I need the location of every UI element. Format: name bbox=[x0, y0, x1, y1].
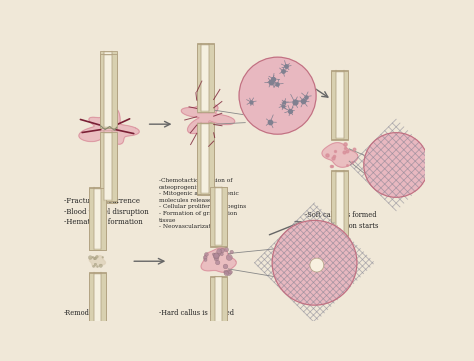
Circle shape bbox=[226, 255, 232, 261]
Bar bbox=[331, 70, 348, 140]
Bar bbox=[100, 55, 117, 128]
Circle shape bbox=[220, 248, 224, 253]
Polygon shape bbox=[181, 104, 235, 134]
Circle shape bbox=[99, 264, 102, 268]
Circle shape bbox=[92, 256, 94, 258]
Bar bbox=[210, 277, 227, 335]
Bar bbox=[210, 187, 227, 246]
Circle shape bbox=[203, 256, 207, 260]
Text: -Hard callus is formed: -Hard callus is formed bbox=[159, 309, 234, 317]
Bar bbox=[94, 274, 101, 334]
Circle shape bbox=[97, 266, 99, 268]
Bar bbox=[104, 55, 112, 127]
Polygon shape bbox=[201, 248, 236, 272]
Bar bbox=[210, 187, 227, 247]
Bar bbox=[215, 277, 222, 334]
Bar bbox=[94, 273, 101, 334]
Circle shape bbox=[92, 265, 95, 268]
Polygon shape bbox=[79, 106, 139, 144]
Bar bbox=[215, 187, 222, 246]
Bar bbox=[201, 123, 209, 195]
Circle shape bbox=[94, 257, 97, 260]
Bar bbox=[197, 43, 214, 113]
Circle shape bbox=[214, 253, 219, 258]
Bar bbox=[94, 189, 101, 249]
Bar bbox=[201, 124, 209, 193]
Bar bbox=[89, 188, 106, 250]
Text: -Fracture occurrence
-Blood vessel disruption
-Hematoma formation: -Fracture occurrence -Blood vessel disru… bbox=[64, 197, 148, 226]
Bar bbox=[104, 132, 112, 200]
Bar bbox=[331, 171, 348, 239]
Bar bbox=[197, 44, 214, 112]
Circle shape bbox=[204, 253, 208, 256]
Circle shape bbox=[94, 263, 97, 266]
Bar bbox=[210, 276, 227, 336]
Bar bbox=[100, 51, 117, 128]
Bar bbox=[336, 171, 344, 239]
Circle shape bbox=[230, 250, 234, 254]
Bar bbox=[215, 277, 222, 335]
Circle shape bbox=[218, 253, 220, 256]
Circle shape bbox=[226, 270, 231, 275]
Circle shape bbox=[212, 253, 215, 256]
Circle shape bbox=[88, 256, 92, 260]
Bar bbox=[331, 170, 348, 240]
Circle shape bbox=[228, 270, 232, 274]
Bar bbox=[100, 130, 117, 203]
Bar bbox=[94, 188, 101, 250]
Bar bbox=[100, 132, 117, 201]
Circle shape bbox=[217, 249, 222, 254]
Bar bbox=[89, 272, 106, 335]
Bar bbox=[89, 273, 106, 334]
Bar bbox=[201, 44, 209, 112]
Circle shape bbox=[223, 264, 228, 269]
Bar bbox=[104, 52, 112, 127]
Bar bbox=[215, 188, 222, 245]
Text: -Soft callus is formed
-Differentiation starts: -Soft callus is formed -Differentiation … bbox=[305, 211, 379, 230]
Circle shape bbox=[310, 258, 324, 272]
Circle shape bbox=[216, 260, 220, 265]
Circle shape bbox=[213, 253, 219, 259]
Bar bbox=[197, 123, 214, 194]
Bar bbox=[89, 187, 106, 251]
Bar bbox=[336, 72, 344, 138]
Bar bbox=[201, 45, 209, 111]
Text: -Remodeling: -Remodeling bbox=[64, 309, 106, 317]
Bar bbox=[197, 122, 214, 195]
Circle shape bbox=[95, 256, 98, 258]
Circle shape bbox=[225, 248, 228, 252]
Text: -Chemotactic invasion of
osteoprogenitor
- Mitogenic and osteogenic
molecules re: -Chemotactic invasion of osteoprogenitor… bbox=[159, 178, 246, 229]
Circle shape bbox=[220, 253, 223, 256]
Circle shape bbox=[93, 258, 95, 260]
Circle shape bbox=[272, 221, 357, 305]
Circle shape bbox=[224, 271, 228, 275]
Polygon shape bbox=[89, 256, 106, 267]
Circle shape bbox=[224, 270, 228, 274]
Bar bbox=[331, 71, 348, 139]
Bar bbox=[336, 172, 344, 238]
Circle shape bbox=[214, 257, 219, 261]
Circle shape bbox=[204, 258, 207, 261]
Bar bbox=[104, 131, 112, 202]
Polygon shape bbox=[322, 143, 358, 167]
Circle shape bbox=[364, 132, 428, 197]
Circle shape bbox=[239, 57, 316, 134]
Bar bbox=[336, 71, 344, 139]
Circle shape bbox=[102, 256, 104, 258]
